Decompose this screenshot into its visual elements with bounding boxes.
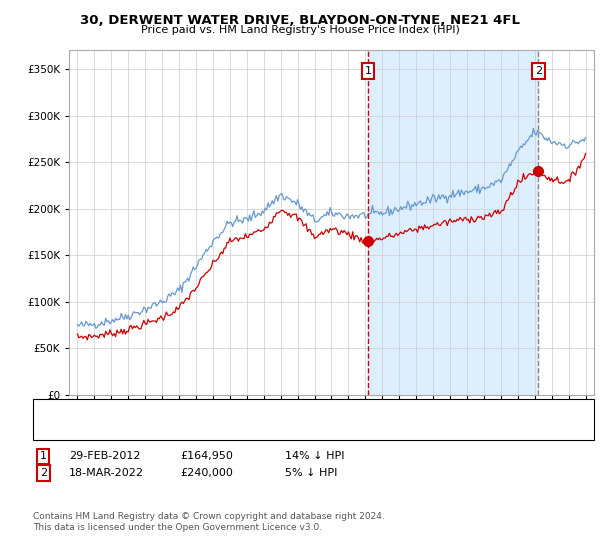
Text: —: — <box>45 414 54 429</box>
Text: £164,950: £164,950 <box>180 451 233 461</box>
Text: 2: 2 <box>40 468 47 478</box>
Text: 1: 1 <box>40 451 47 461</box>
Text: Contains HM Land Registry data © Crown copyright and database right 2024.
This d: Contains HM Land Registry data © Crown c… <box>33 512 385 532</box>
Text: 30, DERWENT WATER DRIVE, BLAYDON-ON-TYNE, NE21 4FL: 30, DERWENT WATER DRIVE, BLAYDON-ON-TYNE… <box>80 14 520 27</box>
Text: 5% ↓ HPI: 5% ↓ HPI <box>285 468 337 478</box>
Text: —: — <box>45 425 54 440</box>
Text: HPI: Average price, detached house, Gateshead: HPI: Average price, detached house, Gate… <box>63 427 297 437</box>
Text: 14% ↓ HPI: 14% ↓ HPI <box>285 451 344 461</box>
Text: 30, DERWENT WATER DRIVE, BLAYDON-ON-TYNE, NE21 4FL (detached house): 30, DERWENT WATER DRIVE, BLAYDON-ON-TYNE… <box>63 417 442 427</box>
Text: £240,000: £240,000 <box>180 468 233 478</box>
Text: 18-MAR-2022: 18-MAR-2022 <box>69 468 144 478</box>
Text: 2: 2 <box>535 66 542 76</box>
Text: 1: 1 <box>365 66 371 76</box>
Bar <box>368 50 538 395</box>
Text: Price paid vs. HM Land Registry's House Price Index (HPI): Price paid vs. HM Land Registry's House … <box>140 25 460 35</box>
Text: 29-FEB-2012: 29-FEB-2012 <box>69 451 140 461</box>
